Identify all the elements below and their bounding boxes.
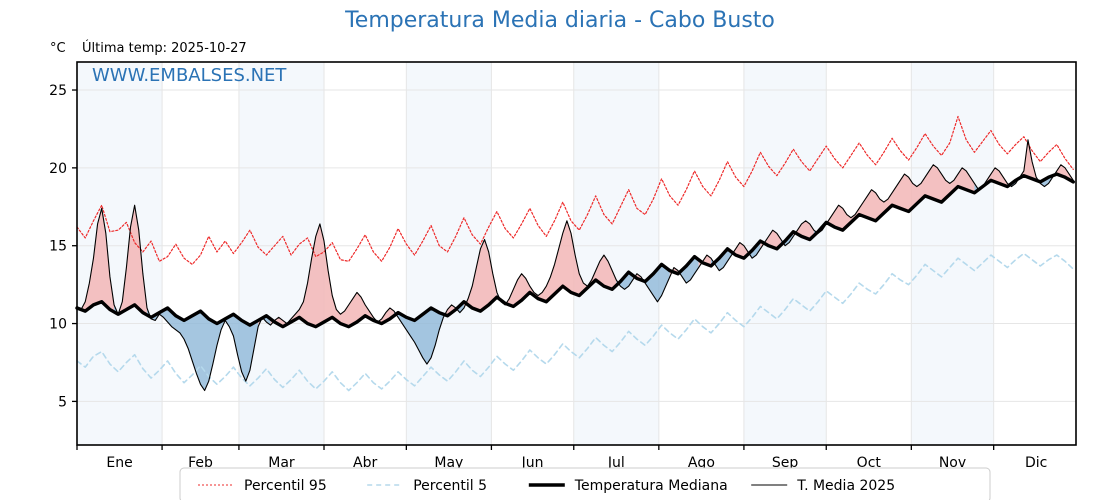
x-tick-label-oct: Oct [857, 455, 882, 471]
anomaly-fill-above [463, 239, 497, 312]
month-band [826, 62, 912, 445]
y-tick-label: 5 [58, 394, 67, 410]
y-axis-unit-label: °C [50, 41, 66, 56]
y-axis: 5 10 15 20 25 [49, 83, 77, 410]
y-tick-label: 25 [49, 83, 67, 99]
month-band [911, 62, 994, 445]
x-tick-label-nov: Nov [939, 455, 966, 471]
x-tick-label-feb: Feb [188, 455, 213, 471]
anomaly-fill-above [118, 205, 147, 315]
x-tick-label-jun: Jun [521, 455, 544, 471]
legend-item-percentil-5[interactable]: Percentil 5 [367, 478, 487, 494]
anomaly-fill-below [678, 256, 699, 284]
legend-label: Temperatura Mediana [574, 478, 728, 494]
x-tick-label-ene: Ene [106, 455, 132, 471]
legend-item-t-media-2025[interactable]: T. Media 2025 [751, 478, 895, 494]
anomaly-fill-above [826, 164, 975, 231]
chart-legend: Percentil 95 Percentil 5 Temperatura Media… [179, 467, 991, 500]
series-line-t-media-2025 [76, 139, 1074, 392]
x-axis: Ene Feb Mar Abr May Jun Jul Ago Sep Oct Nov Dic [76, 445, 1047, 471]
watermark-label: WWW.EMBALSES.NET [92, 65, 287, 86]
anomaly-fill-below [393, 307, 444, 365]
month-band [238, 62, 325, 445]
month-band [406, 62, 492, 445]
plot-frame [76, 61, 1077, 446]
y-tick-label: 10 [49, 317, 67, 333]
y-tick-label: 15 [49, 239, 67, 255]
month-band [77, 62, 163, 445]
last-temp-label: Última temp: 2025-10-27 [82, 40, 247, 56]
anomaly-fill-above [1015, 139, 1037, 184]
anomaly-fill-above [377, 307, 394, 324]
series-line-percentil-5 [76, 252, 1075, 392]
series-line-percentil-95 [76, 115, 1074, 265]
legend-label: Percentil 5 [413, 478, 487, 494]
x-tick-label-dic: Dic [1025, 455, 1047, 471]
anomaly-fill-above [270, 223, 374, 327]
x-tick-label-sep: Sep [772, 455, 799, 471]
anomaly-fill-below [616, 272, 633, 290]
legend-label: T. Media 2025 [796, 478, 895, 494]
month-band [162, 62, 239, 445]
legend-item-temperatura-mediana[interactable]: Temperatura Mediana [528, 478, 728, 494]
series-line-temperatura-mediana [75, 172, 1075, 329]
legend-box [179, 467, 991, 500]
legend-label: Percentil 95 [244, 478, 327, 494]
x-tick-label-mar: Mar [268, 455, 295, 471]
anomaly-fill-above [760, 230, 781, 249]
x-tick-label-jul: Jul [607, 455, 625, 471]
x-tick-label-may: May [434, 455, 463, 471]
x-tick-label-abr: Abr [353, 455, 377, 471]
month-band [324, 62, 407, 445]
x-tick-label-ago: Ago [688, 455, 715, 471]
legend-item-percentil-95[interactable]: Percentil 95 [198, 478, 327, 494]
month-bands [77, 62, 1076, 445]
y-tick-label: 20 [49, 161, 67, 177]
month-band [993, 62, 1076, 445]
chart-title: Temperatura Media diaria - Cabo Busto [344, 8, 775, 33]
month-band [573, 62, 659, 445]
anomaly-fill-above [793, 220, 814, 240]
data-lines [75, 115, 1075, 392]
